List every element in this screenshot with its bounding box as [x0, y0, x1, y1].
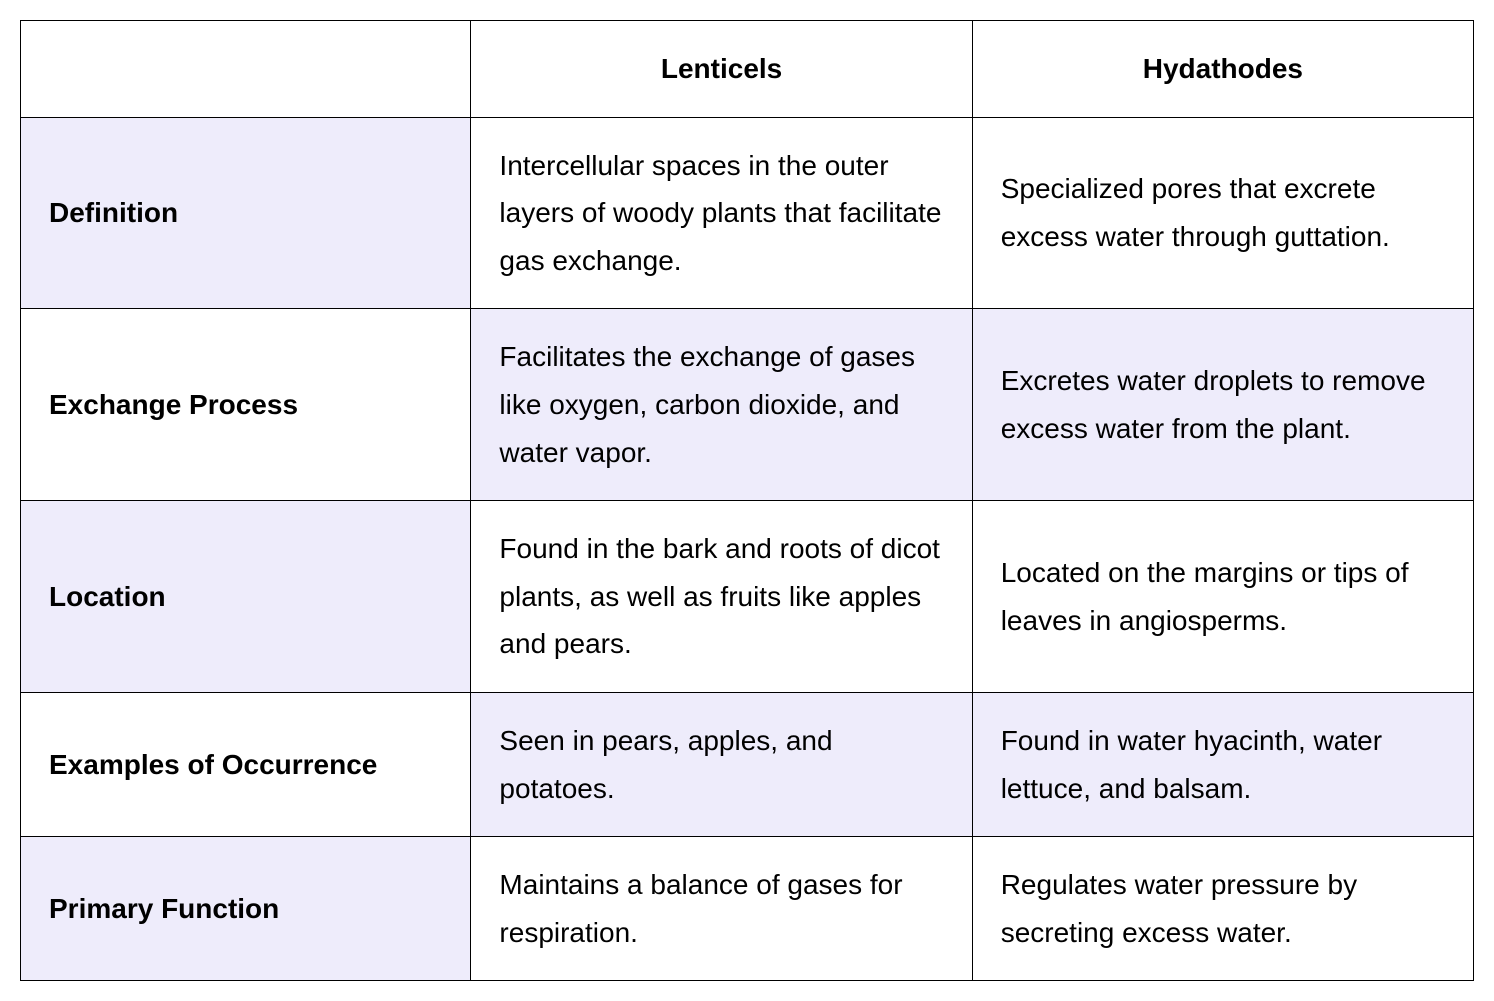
table-row: Primary Function Maintains a balance of … [21, 837, 1474, 981]
table-row: Examples of Occurrence Seen in pears, ap… [21, 692, 1474, 836]
cell-hydathodes-location: Located on the margins or tips of leaves… [972, 501, 1473, 693]
comparison-table: Lenticels Hydathodes Definition Intercel… [20, 20, 1474, 981]
row-label-exchange: Exchange Process [21, 309, 471, 501]
cell-hydathodes-examples: Found in water hyacinth, water lettuce, … [972, 692, 1473, 836]
cell-lenticels-location: Found in the bark and roots of dicot pla… [471, 501, 972, 693]
row-label-examples: Examples of Occurrence [21, 692, 471, 836]
cell-lenticels-function: Maintains a balance of gases for respira… [471, 837, 972, 981]
cell-lenticels-examples: Seen in pears, apples, and potatoes. [471, 692, 972, 836]
cell-lenticels-exchange: Facilitates the exchange of gases like o… [471, 309, 972, 501]
row-label-definition: Definition [21, 117, 471, 309]
cell-hydathodes-exchange: Excretes water droplets to remove excess… [972, 309, 1473, 501]
table-row: Exchange Process Facilitates the exchang… [21, 309, 1474, 501]
header-blank [21, 21, 471, 118]
table-header-row: Lenticels Hydathodes [21, 21, 1474, 118]
cell-hydathodes-function: Regulates water pressure by secreting ex… [972, 837, 1473, 981]
cell-lenticels-definition: Intercellular spaces in the outer layers… [471, 117, 972, 309]
cell-hydathodes-definition: Specialized pores that excrete excess wa… [972, 117, 1473, 309]
header-hydathodes: Hydathodes [972, 21, 1473, 118]
row-label-location: Location [21, 501, 471, 693]
header-lenticels: Lenticels [471, 21, 972, 118]
table-row: Location Found in the bark and roots of … [21, 501, 1474, 693]
row-label-function: Primary Function [21, 837, 471, 981]
table-row: Definition Intercellular spaces in the o… [21, 117, 1474, 309]
